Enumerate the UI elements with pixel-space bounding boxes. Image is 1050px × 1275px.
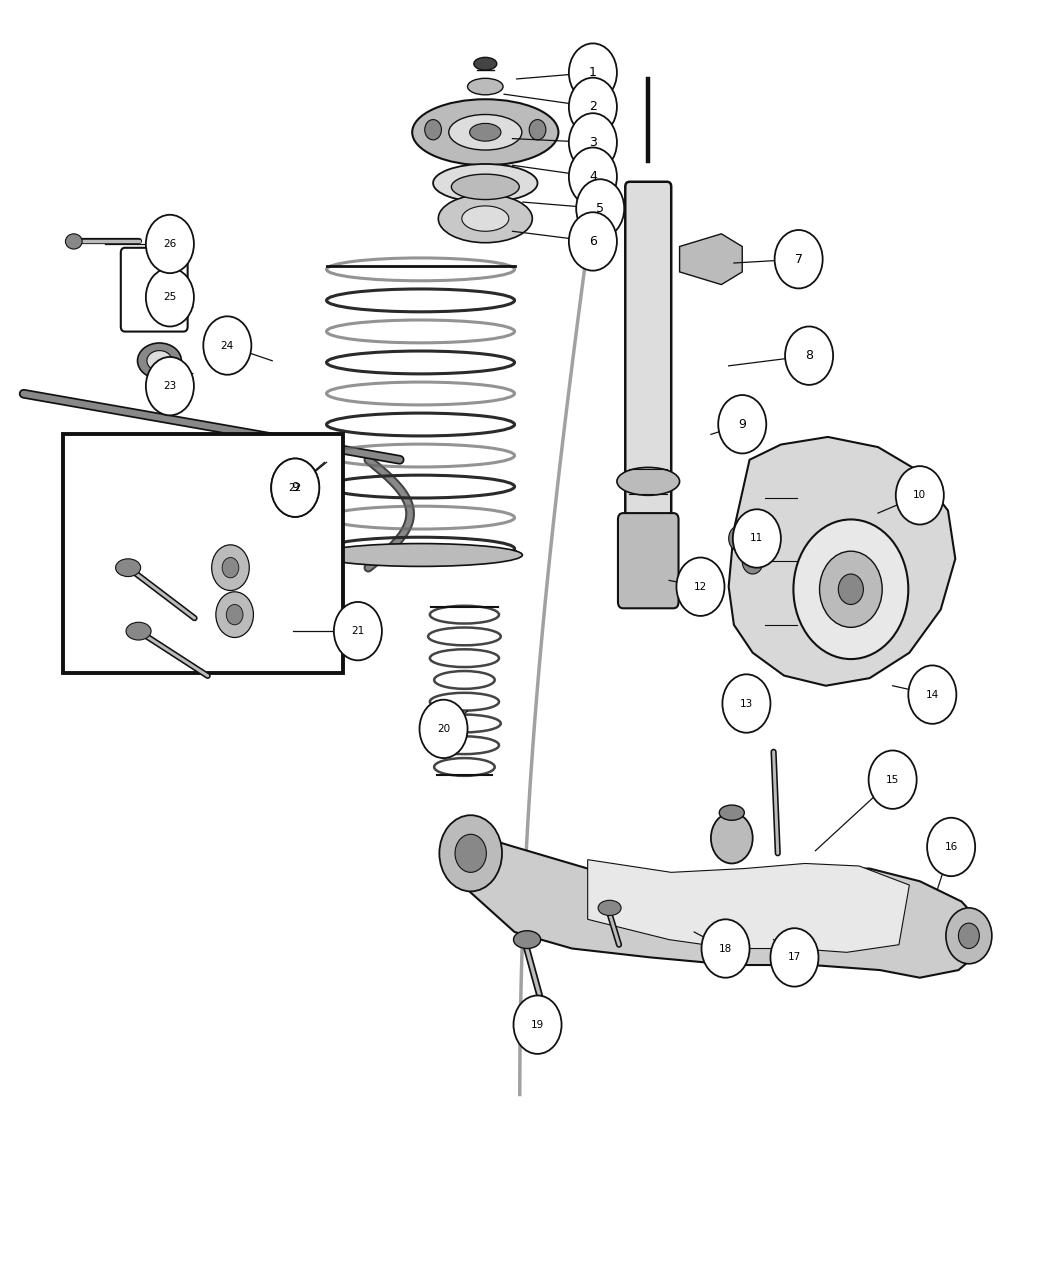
- Text: 16: 16: [945, 842, 958, 852]
- FancyBboxPatch shape: [121, 247, 188, 332]
- Circle shape: [569, 43, 617, 102]
- Text: 5: 5: [596, 201, 604, 215]
- Ellipse shape: [116, 558, 141, 576]
- Ellipse shape: [452, 175, 520, 200]
- Circle shape: [204, 316, 251, 375]
- Circle shape: [701, 919, 750, 978]
- Ellipse shape: [65, 233, 82, 249]
- Text: 17: 17: [788, 952, 801, 963]
- Circle shape: [529, 120, 546, 140]
- Text: 1: 1: [589, 66, 596, 79]
- Text: 10: 10: [914, 491, 926, 500]
- Ellipse shape: [147, 351, 172, 371]
- Circle shape: [868, 751, 917, 808]
- Circle shape: [439, 815, 502, 891]
- Text: 23: 23: [163, 381, 176, 391]
- Ellipse shape: [467, 78, 503, 94]
- Circle shape: [455, 834, 486, 872]
- Circle shape: [569, 212, 617, 270]
- Bar: [63, 435, 343, 673]
- Circle shape: [334, 602, 382, 660]
- Text: 8: 8: [805, 349, 813, 362]
- Circle shape: [420, 700, 467, 759]
- Circle shape: [896, 467, 944, 524]
- Text: 20: 20: [437, 724, 450, 734]
- Ellipse shape: [598, 900, 622, 915]
- Circle shape: [927, 817, 975, 876]
- Text: 24: 24: [220, 340, 234, 351]
- Text: 7: 7: [795, 252, 802, 265]
- Circle shape: [271, 459, 319, 516]
- FancyBboxPatch shape: [126, 254, 183, 320]
- Circle shape: [146, 357, 194, 416]
- Ellipse shape: [617, 468, 679, 495]
- Text: 6: 6: [589, 235, 596, 247]
- Text: 26: 26: [163, 238, 176, 249]
- Ellipse shape: [438, 195, 532, 242]
- Circle shape: [513, 996, 562, 1054]
- Text: 12: 12: [694, 581, 707, 592]
- Ellipse shape: [474, 57, 497, 70]
- Circle shape: [718, 395, 766, 454]
- Circle shape: [146, 268, 194, 326]
- Circle shape: [771, 928, 819, 987]
- Circle shape: [820, 551, 882, 627]
- Text: 18: 18: [719, 944, 732, 954]
- Circle shape: [733, 509, 781, 567]
- Circle shape: [908, 666, 957, 724]
- Circle shape: [212, 544, 249, 590]
- Ellipse shape: [448, 115, 522, 150]
- Ellipse shape: [462, 205, 509, 231]
- Circle shape: [838, 574, 863, 604]
- FancyBboxPatch shape: [618, 513, 678, 608]
- Text: 22: 22: [289, 483, 301, 492]
- Text: 15: 15: [886, 775, 899, 784]
- Polygon shape: [588, 859, 909, 952]
- Circle shape: [216, 592, 253, 638]
- Ellipse shape: [719, 805, 744, 820]
- Ellipse shape: [138, 343, 182, 379]
- Ellipse shape: [413, 99, 559, 166]
- Polygon shape: [729, 437, 956, 686]
- Polygon shape: [679, 233, 742, 284]
- Text: 4: 4: [589, 170, 596, 184]
- Text: 11: 11: [751, 533, 763, 543]
- Ellipse shape: [433, 164, 538, 201]
- Circle shape: [425, 120, 441, 140]
- Ellipse shape: [513, 931, 541, 949]
- Ellipse shape: [126, 622, 151, 640]
- Ellipse shape: [469, 124, 501, 142]
- Circle shape: [676, 557, 724, 616]
- Circle shape: [146, 214, 194, 273]
- Text: 9: 9: [291, 481, 299, 495]
- Circle shape: [946, 908, 992, 964]
- Circle shape: [729, 525, 750, 551]
- Circle shape: [785, 326, 833, 385]
- Text: 14: 14: [926, 690, 939, 700]
- Text: 25: 25: [163, 292, 176, 302]
- Circle shape: [569, 113, 617, 172]
- Circle shape: [722, 674, 771, 733]
- Ellipse shape: [319, 543, 523, 566]
- Text: 13: 13: [740, 699, 753, 709]
- Circle shape: [794, 519, 908, 659]
- FancyBboxPatch shape: [625, 182, 671, 543]
- Circle shape: [223, 557, 238, 578]
- Circle shape: [569, 78, 617, 136]
- Text: 3: 3: [589, 136, 596, 149]
- Circle shape: [711, 812, 753, 863]
- Circle shape: [569, 148, 617, 205]
- Circle shape: [576, 180, 624, 237]
- Circle shape: [775, 230, 822, 288]
- Text: 2: 2: [589, 101, 596, 113]
- Text: 19: 19: [531, 1020, 544, 1030]
- Text: 21: 21: [352, 626, 364, 636]
- Polygon shape: [452, 827, 985, 978]
- Circle shape: [742, 548, 763, 574]
- Circle shape: [959, 923, 980, 949]
- Circle shape: [227, 604, 243, 625]
- Circle shape: [271, 459, 319, 516]
- Text: 9: 9: [738, 418, 747, 431]
